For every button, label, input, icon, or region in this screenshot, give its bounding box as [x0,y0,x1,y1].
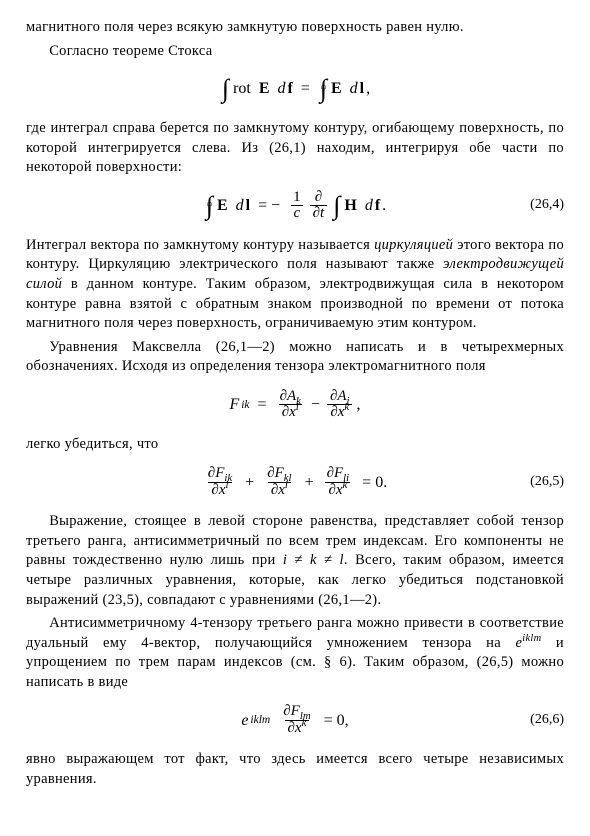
vector-E: E [331,78,342,100]
denominator: c [294,205,301,221]
denominator: ∂x [288,720,302,736]
differential: d [365,195,373,217]
superscript: k [302,717,307,729]
fraction: ∂Fik ∂xl [205,466,235,499]
denominator: ∂x [282,404,296,420]
fraction: ∂Fli ∂xk [324,466,353,499]
italic-inline: i ≠ k ≠ l [283,552,344,568]
vector-f: f [287,78,292,100]
punct: , [366,78,370,100]
vector-l: l [246,195,250,217]
equals-minus: = − [258,195,280,217]
punct: , [357,394,361,416]
numerator: 1 [290,190,304,206]
equation-F-ik-def: Fik = ∂Ak ∂xi − ∂Ai ∂xk , [26,387,564,423]
subscript: ik [241,399,249,411]
tensor-F: F [229,394,239,416]
numerator: ∂F [208,465,225,481]
vector-l: l [360,78,364,100]
denominator: ∂x [330,404,344,420]
equals: = [258,394,267,416]
paragraph: Уравнения Максвелла (26,1—2) можно напис… [26,338,564,377]
equation-26-5: ∂Fik ∂xl + ∂Fkl ∂xi + ∂Fli ∂xk = 0. (26,… [26,464,564,500]
punct: . [382,195,386,217]
superscript: iklm [522,633,541,644]
denominator: ∂t [313,205,325,221]
numerator: ∂F [283,703,300,719]
fraction: ∂Flm ∂xk [280,704,313,737]
vector-E: E [217,195,228,217]
italic-term: циркуляцией [374,237,453,253]
superscript: l [226,479,229,491]
superscript: k [344,401,349,413]
rot-operator: rot [233,78,251,100]
equation-stokes: ∫ rot E df = ∫ E dl, [26,71,564,107]
equation-26-4: ∫ E dl = − 1 c ∂ ∂t ∫ H df. (26,4) [26,188,564,224]
integral-icon: ∫ [333,194,340,217]
levi-civita: e [241,710,248,732]
numerator: ∂ [315,189,322,205]
plus: + [245,472,254,494]
denominator: ∂x [271,482,285,498]
denominator: ∂x [211,482,225,498]
text-run: в данном контуре. Таким образом, электро… [26,276,564,331]
numerator: ∂F [327,465,344,481]
superscript: i [285,479,288,491]
numerator: ∂F [267,465,284,481]
fraction: ∂ ∂t [310,190,328,223]
text-run: Интеграл вектора по замкнутому контуру н… [26,237,374,253]
contour-integral-icon: ∫ [320,77,327,100]
fraction: 1 c [290,190,304,223]
superscript: i [296,401,299,413]
equals-zero: = 0. [362,472,387,494]
fraction: ∂Fkl ∂xi [264,466,294,499]
contour-integral-icon: ∫ [206,194,213,217]
vector-E: E [259,78,270,100]
text-run: Антисимметричному 4-тензору третьего ран… [26,615,564,651]
paragraph: Антисимметричному 4-тензору третьего ран… [26,614,564,692]
paragraph: легко убедиться, что [26,435,564,455]
fraction: ∂Ai ∂xk [327,389,353,422]
paragraph: явно выражающем тот факт, что здесь имее… [26,750,564,789]
paragraph: Интеграл вектора по замкнутому контуру н… [26,236,564,334]
numerator: ∂A [280,388,297,404]
vector-H: H [344,195,356,217]
equation-26-6: eiklm ∂Flm ∂xk = 0, (26,6) [26,702,564,738]
paragraph: магнитного поля через всякую замкнутую п… [26,18,564,38]
equation-number: (26,5) [530,473,564,492]
plus: + [305,472,314,494]
vector-f: f [375,195,380,217]
differential: d [350,78,358,100]
superscript: iklm [250,714,270,726]
denominator: ∂x [328,482,342,498]
minus: − [311,394,320,416]
equation-number: (26,6) [530,711,564,730]
superscript: k [343,479,348,491]
equals-zero: = 0, [324,710,349,732]
integral-icon: ∫ [222,77,229,100]
paragraph: Согласно теореме Стокса [26,42,564,62]
paragraph: где интеграл справа берется по замкнутом… [26,119,564,178]
differential: d [277,78,285,100]
fraction: ∂Ak ∂xi [277,389,304,422]
paragraph: Выражение, стоящее в левой стороне равен… [26,512,564,610]
equals: = [301,78,310,100]
differential: d [236,195,244,217]
equation-number: (26,4) [530,196,564,215]
